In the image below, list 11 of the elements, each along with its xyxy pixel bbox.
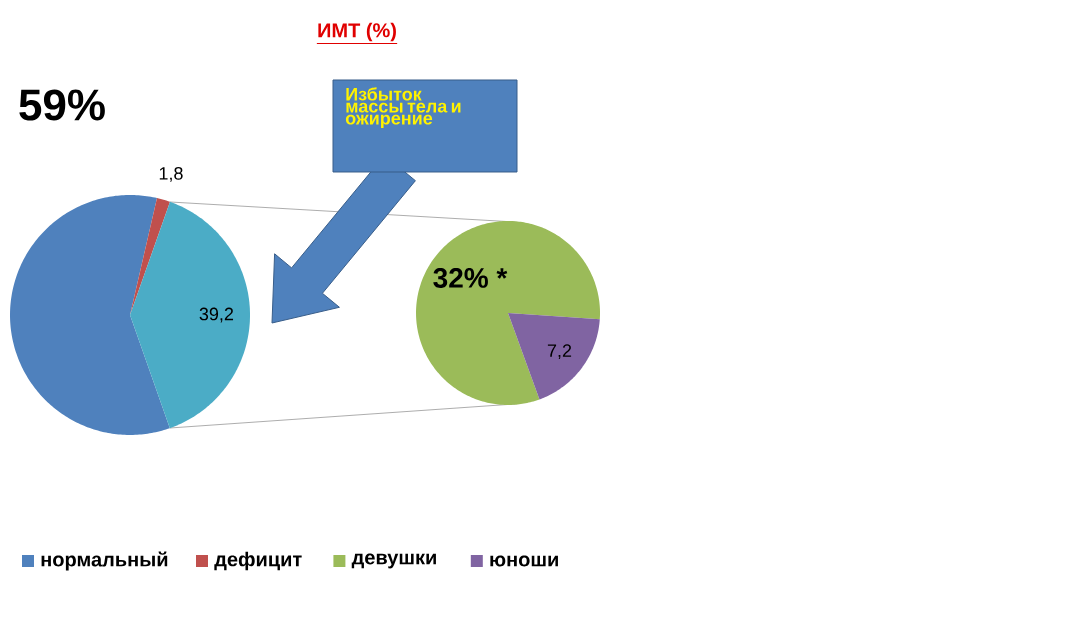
text: Избыток массы тела и ожирение <box>345 87 461 129</box>
data-label: 32% * <box>433 268 508 288</box>
data-label: 39,2 <box>199 307 234 323</box>
text: ИМТ (%) <box>318 22 396 42</box>
data-label: 7,2 <box>547 344 572 360</box>
legend-label: юноши <box>490 555 558 567</box>
data-label: 59% <box>19 89 105 121</box>
legend-label: дефицит <box>214 551 302 571</box>
legend-label: нормальный <box>41 551 168 571</box>
data-label: 1,8 <box>159 166 183 182</box>
legend-label: девушки <box>351 553 436 569</box>
